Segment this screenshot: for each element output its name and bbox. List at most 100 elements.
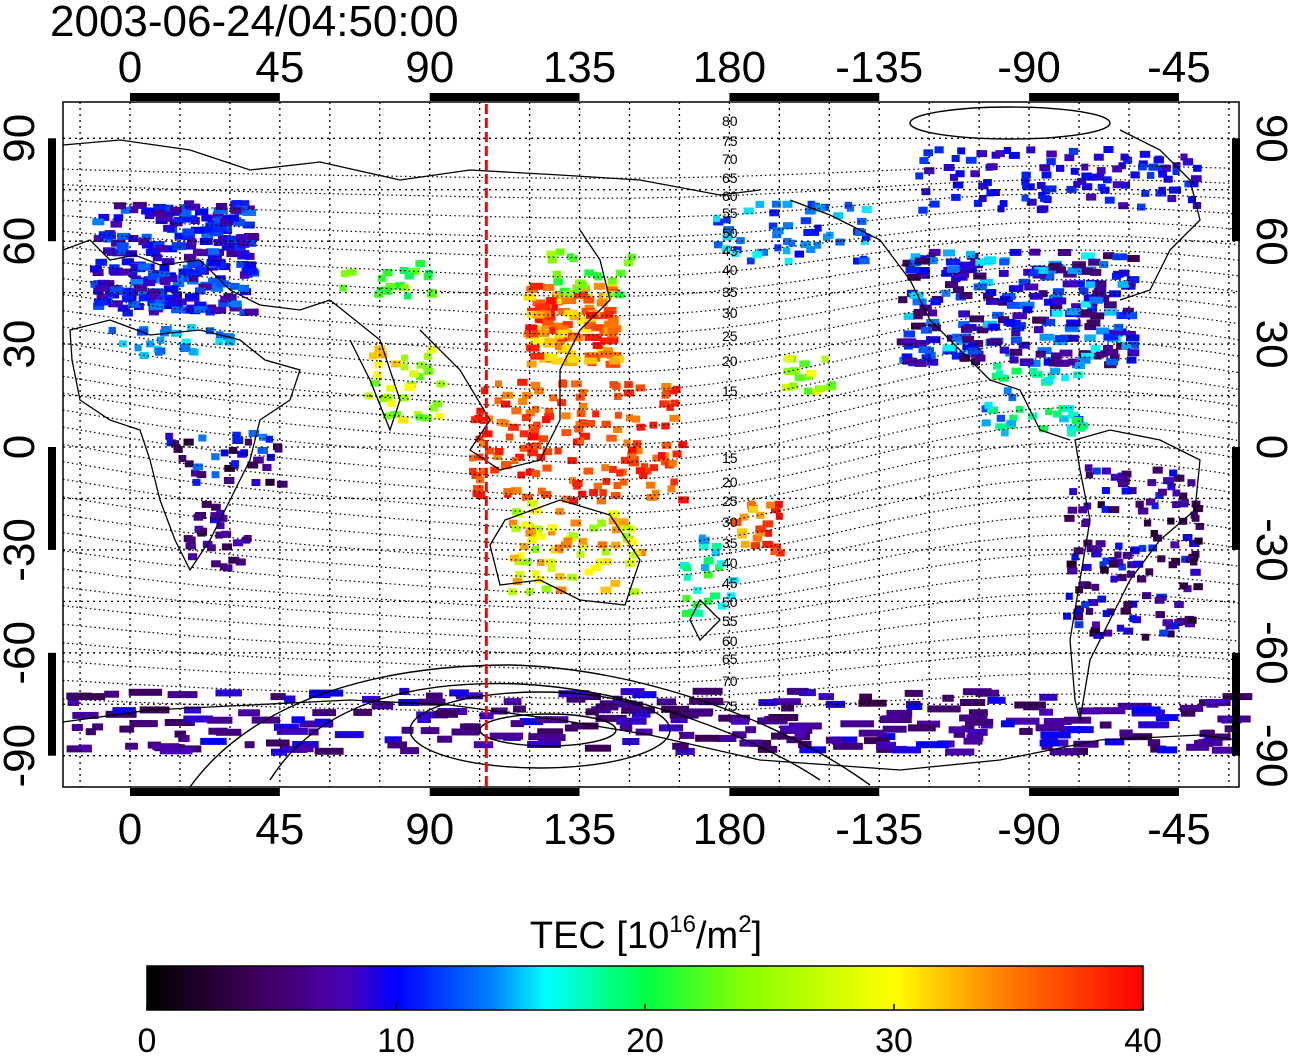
- tec-cell: [1081, 252, 1095, 260]
- tec-cell: [578, 419, 587, 427]
- tec-cell: [1056, 266, 1066, 274]
- tec-cell: [495, 380, 502, 388]
- tec-cell: [197, 249, 208, 257]
- tec-cell: [987, 338, 1002, 346]
- tec-cell: [783, 355, 794, 362]
- tec-cell: [1094, 282, 1107, 290]
- tec-cell: [858, 699, 887, 707]
- coastline: [1119, 129, 1201, 301]
- tec-cell: [736, 237, 745, 245]
- tec-cell: [1167, 630, 1175, 638]
- tec-cell: [493, 453, 502, 461]
- tec-cell: [182, 233, 195, 240]
- tec-cell: [832, 738, 843, 746]
- tec-cell: [494, 448, 504, 455]
- tec-cell: [1167, 517, 1175, 525]
- tec-cell: [999, 295, 1011, 303]
- tec-cell: [728, 577, 739, 585]
- tec-cell: [661, 705, 690, 713]
- tec-cell: [194, 525, 204, 533]
- tec-cell: [651, 489, 660, 497]
- tec-cell: [189, 269, 202, 277]
- tec-cell: [232, 437, 244, 444]
- tec-cell: [312, 709, 336, 717]
- tec-cell: [1128, 600, 1138, 608]
- tec-cell: [1182, 158, 1192, 166]
- contour-label-south: 45: [722, 575, 738, 591]
- tec-cell: [476, 476, 485, 484]
- tec-cell: [926, 336, 941, 344]
- tec-cell: [662, 387, 674, 395]
- tec-cell: [962, 335, 974, 343]
- tec-cell: [1077, 177, 1087, 185]
- tec-cell: [193, 513, 204, 521]
- tec-cell: [1109, 329, 1123, 337]
- tec-cell: [782, 247, 791, 255]
- tec-cell: [132, 201, 147, 209]
- tec-cell: [986, 189, 995, 197]
- tec-cell: [1043, 718, 1072, 725]
- tec-cell: [117, 304, 130, 312]
- tec-cell: [596, 299, 608, 307]
- tec-cell: [96, 298, 110, 306]
- tec-cell: [579, 389, 587, 396]
- tec-cell: [1157, 555, 1166, 563]
- tec-cell: [1057, 249, 1072, 256]
- tec-cell: [182, 228, 195, 236]
- magnetic-contour-line: [62, 324, 1240, 392]
- tec-cell: [711, 549, 721, 557]
- tec-cell: [547, 524, 558, 532]
- tec-cell: [1092, 621, 1100, 629]
- tec-cell: [1080, 300, 1091, 308]
- lon-tick-label-bottom: 180: [693, 805, 766, 854]
- tec-cell: [578, 537, 588, 545]
- tec-cell: [918, 346, 932, 354]
- tec-cell: [1178, 517, 1188, 525]
- tec-cell: [526, 344, 540, 352]
- tec-cell: [649, 464, 658, 472]
- tec-cell: [236, 234, 248, 242]
- tec-cell: [96, 293, 108, 301]
- tec-cell: [1109, 353, 1120, 361]
- tec-cell: [205, 222, 215, 230]
- tec-cell: [130, 264, 141, 271]
- tec-cell: [627, 525, 636, 533]
- tec-cell: [616, 469, 624, 477]
- tec-cell: [1027, 359, 1041, 367]
- tec-cell: [781, 704, 795, 712]
- frame-bar-left: [48, 447, 56, 550]
- tec-cell: [1155, 611, 1165, 619]
- tec-cell: [901, 353, 913, 361]
- tec-cell: [1172, 501, 1181, 509]
- contour-label-north: 20: [722, 353, 738, 369]
- tec-cell: [666, 403, 674, 411]
- tec-cell: [404, 272, 414, 280]
- tec-cell: [416, 361, 425, 369]
- tec-cell: [187, 324, 196, 331]
- tec-cell: [1082, 563, 1092, 571]
- tec-cell: [527, 741, 561, 748]
- tec-cell: [262, 464, 272, 471]
- tec-cell: [876, 741, 896, 749]
- tec-cell: [1127, 561, 1137, 569]
- tec-cell: [1162, 164, 1171, 172]
- tec-cell: [1165, 622, 1175, 630]
- tec-cell: [1066, 424, 1076, 432]
- tec-cell: [942, 694, 954, 702]
- tec-cell: [185, 203, 201, 211]
- tec-cell: [1072, 371, 1084, 379]
- tec-cell: [253, 456, 264, 464]
- tec-cell: [1137, 507, 1149, 515]
- tec-cell: [128, 269, 138, 277]
- tec-cell: [340, 270, 349, 278]
- tec-cell: [1026, 146, 1036, 154]
- tec-cell: [584, 744, 611, 752]
- tec-cell: [1045, 408, 1053, 416]
- tec-cell: [1143, 519, 1152, 527]
- tec-cell: [193, 305, 208, 313]
- tec-cell: [207, 259, 221, 267]
- tec-cell: [1052, 410, 1062, 418]
- tec-cell: [184, 460, 194, 468]
- tec-cell: [569, 255, 578, 263]
